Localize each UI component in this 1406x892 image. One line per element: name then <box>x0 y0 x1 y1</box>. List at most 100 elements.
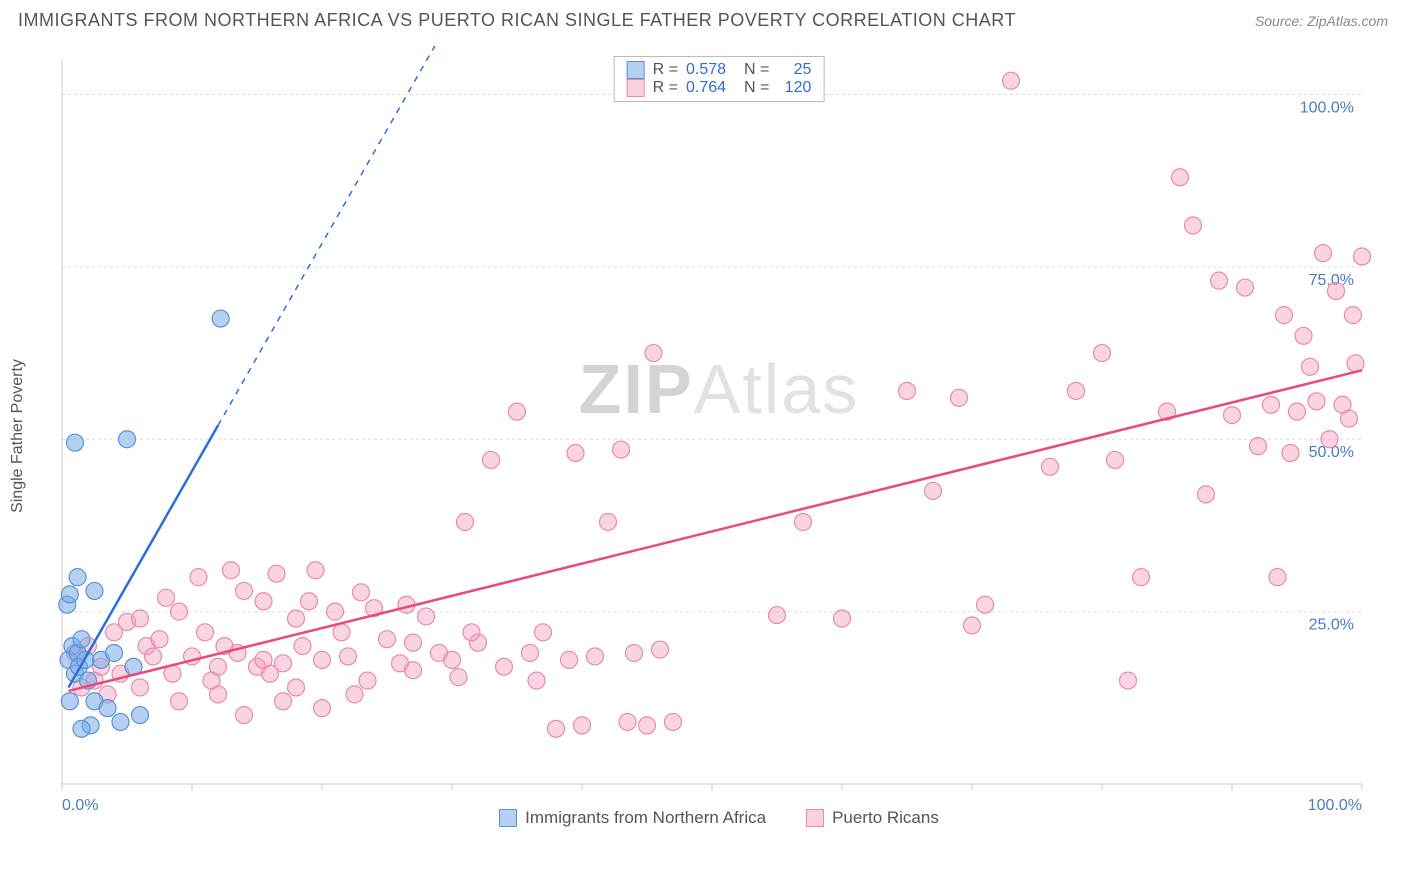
data-point <box>1295 327 1312 344</box>
data-point <box>73 631 90 648</box>
data-point <box>67 434 84 451</box>
data-point <box>444 651 461 668</box>
data-point <box>288 679 305 696</box>
data-point <box>1003 72 1020 89</box>
data-point <box>236 707 253 724</box>
data-point <box>457 513 474 530</box>
data-point <box>255 651 272 668</box>
data-point <box>359 672 376 689</box>
legend-row: R =0.578N =25 <box>627 61 812 79</box>
legend-swatch <box>627 79 645 97</box>
data-point <box>652 641 669 658</box>
data-point <box>626 644 643 661</box>
data-point <box>977 596 994 613</box>
data-point <box>496 658 513 675</box>
legend-n-value: 120 <box>777 79 811 97</box>
data-point <box>1341 410 1358 427</box>
data-point <box>1237 279 1254 296</box>
data-point <box>190 569 207 586</box>
data-point <box>574 717 591 734</box>
data-point <box>1276 307 1293 324</box>
data-point <box>314 700 331 717</box>
data-point <box>112 713 129 730</box>
data-point <box>223 562 240 579</box>
data-point <box>307 562 324 579</box>
legend-label: Immigrants from Northern Africa <box>525 808 766 828</box>
legend-swatch <box>499 809 517 827</box>
data-point <box>171 603 188 620</box>
data-point <box>1302 358 1319 375</box>
legend-row: R = 0.764 N = 120 <box>627 79 812 97</box>
data-point <box>69 569 86 586</box>
data-point <box>1185 217 1202 234</box>
data-point <box>288 610 305 627</box>
data-point <box>1250 438 1267 455</box>
data-point <box>463 624 480 641</box>
data-point <box>106 644 123 661</box>
legend-r-label: R = <box>653 79 678 97</box>
data-point <box>301 593 318 610</box>
data-point <box>645 345 662 362</box>
data-point <box>1321 431 1338 448</box>
data-point <box>483 451 500 468</box>
legend-n-label: N = <box>744 61 769 79</box>
data-point <box>353 584 370 601</box>
data-point <box>275 655 292 672</box>
data-point <box>236 582 253 599</box>
legend-swatch <box>806 809 824 827</box>
data-point <box>899 382 916 399</box>
data-point <box>340 648 357 665</box>
chart-area: Single Father Poverty 25.0%50.0%75.0%100… <box>46 46 1392 826</box>
y-axis-label: Single Father Poverty <box>9 359 27 513</box>
data-point <box>1042 458 1059 475</box>
data-point <box>619 713 636 730</box>
data-point <box>418 608 435 625</box>
data-point <box>197 624 214 641</box>
data-point <box>522 644 539 661</box>
data-point <box>171 693 188 710</box>
data-point <box>1308 393 1325 410</box>
legend-r-label: R = <box>653 61 678 79</box>
data-point <box>1224 407 1241 424</box>
data-point <box>528 672 545 689</box>
data-point <box>795 513 812 530</box>
data-point <box>294 638 311 655</box>
chart-header: IMMIGRANTS FROM NORTHERN AFRICA VS PUERT… <box>0 0 1406 37</box>
legend-item: Immigrants from Northern Africa <box>499 808 766 828</box>
data-point <box>327 603 344 620</box>
data-point <box>587 648 604 665</box>
data-point <box>1211 272 1228 289</box>
data-point <box>1068 382 1085 399</box>
data-point <box>1133 569 1150 586</box>
data-point <box>151 631 168 648</box>
data-point <box>1289 403 1306 420</box>
data-point <box>1094 345 1111 362</box>
data-point <box>99 700 116 717</box>
y-tick-label: 25.0% <box>1309 617 1354 634</box>
data-point <box>346 686 363 703</box>
data-point <box>145 648 162 665</box>
data-point <box>1172 169 1189 186</box>
data-point <box>203 672 220 689</box>
legend-r-value: 0.578 <box>686 61 726 79</box>
data-point <box>1328 282 1345 299</box>
data-point <box>561 651 578 668</box>
data-point <box>1315 245 1332 262</box>
data-point <box>255 593 272 610</box>
legend-swatch <box>627 61 645 79</box>
legend-r-value: 0.764 <box>686 79 726 97</box>
scatter-chart: 25.0%50.0%75.0%100.0%0.0%100.0% <box>46 46 1392 826</box>
legend-correlation: R =0.578N =25R =0.764N =120 <box>614 56 825 102</box>
trendline-pink <box>69 370 1363 691</box>
data-point <box>132 610 149 627</box>
data-point <box>1269 569 1286 586</box>
data-point <box>1354 248 1371 265</box>
data-point <box>450 669 467 686</box>
data-point <box>275 693 292 710</box>
legend-series: Immigrants from Northern AfricaPuerto Ri… <box>46 808 1392 828</box>
data-point <box>405 662 422 679</box>
data-point <box>834 610 851 627</box>
y-tick-label: 100.0% <box>1300 99 1354 116</box>
data-point <box>1198 486 1215 503</box>
legend-n-label: N = <box>744 79 769 97</box>
